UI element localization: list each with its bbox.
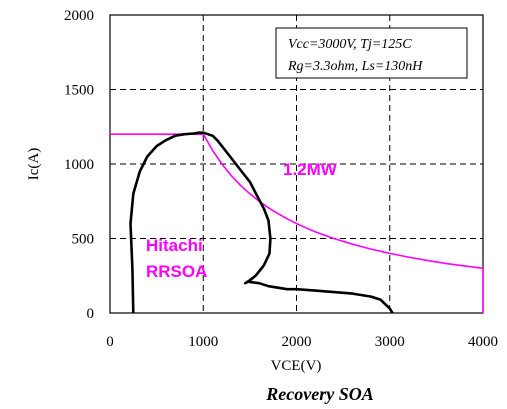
- rrsoa-label-line-1: Hitachi: [146, 236, 203, 255]
- x-tick-label-3: 3000: [375, 334, 405, 350]
- y-tick-label-1: 500: [72, 232, 95, 248]
- conditions-legend-box: Vcc=3000V, Tj=125C Rg=3.3ohm, Ls=130nH: [275, 27, 468, 79]
- x-axis-label: VCE(V): [271, 358, 322, 374]
- power-limit-label: 1.2MW: [283, 160, 338, 179]
- x-tick-label-4: 4000: [468, 334, 498, 350]
- series-layer: [110, 131, 484, 314]
- y-tick-label-2: 1000: [64, 157, 94, 173]
- plot-frame: [109, 14, 484, 314]
- y-tick-label-0: 0: [87, 306, 95, 322]
- y-tick-label-3: 1500: [64, 83, 94, 99]
- x-tick-label-2: 2000: [282, 334, 312, 350]
- y-tick-label-4: 2000: [64, 8, 94, 24]
- grid-lines: [110, 15, 483, 313]
- rrsoa-label-line-2: RRSOA: [146, 262, 207, 281]
- condition-line-1: Vcc=3000V, Tj=125C: [288, 37, 412, 52]
- x-tick-label-0: 0: [106, 334, 114, 350]
- x-tick-label-1: 1000: [188, 334, 218, 350]
- y-tick-labels: 0 500 1000 1500 2000: [64, 8, 94, 322]
- rrsoa-series-line: [110, 133, 484, 313]
- y-axis-label: Ic(A): [26, 148, 42, 180]
- x-tick-labels: 0 1000 2000 3000 4000: [106, 334, 498, 350]
- condition-line-2: Rg=3.3ohm, Ls=130nH: [287, 59, 423, 74]
- chart-caption: Recovery SOA: [265, 384, 373, 404]
- waveform-series-line: [129, 131, 394, 314]
